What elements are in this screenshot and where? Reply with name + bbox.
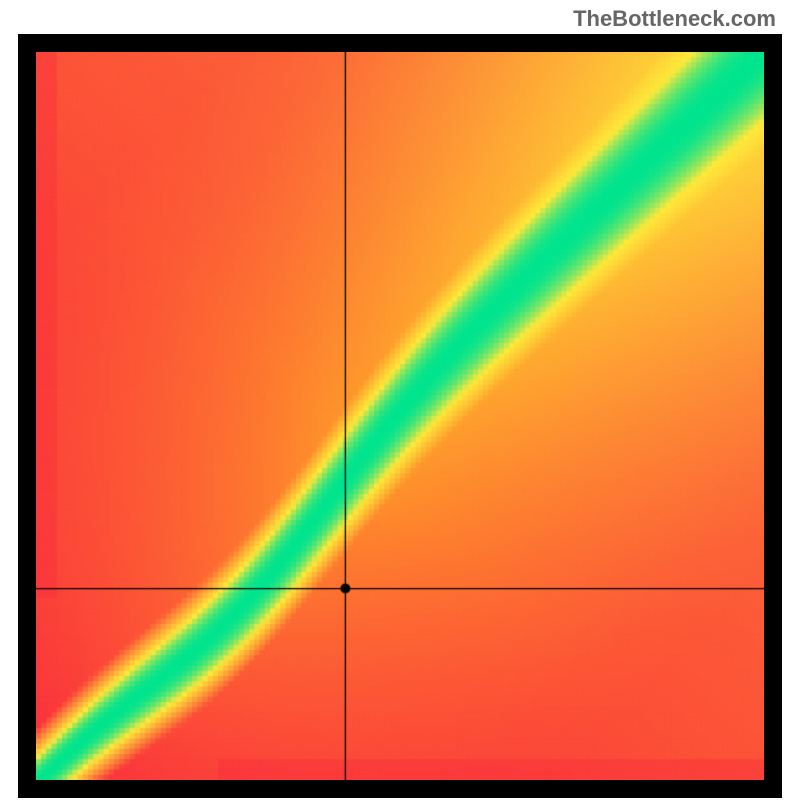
watermark-text: TheBottleneck.com [573, 6, 776, 32]
chart-container: TheBottleneck.com [0, 0, 800, 800]
plot-frame [18, 34, 782, 798]
heatmap-canvas [36, 52, 764, 780]
